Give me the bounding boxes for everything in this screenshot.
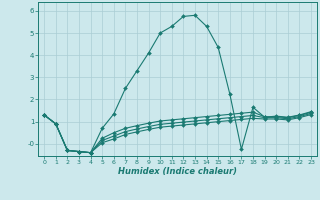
X-axis label: Humidex (Indice chaleur): Humidex (Indice chaleur) <box>118 167 237 176</box>
